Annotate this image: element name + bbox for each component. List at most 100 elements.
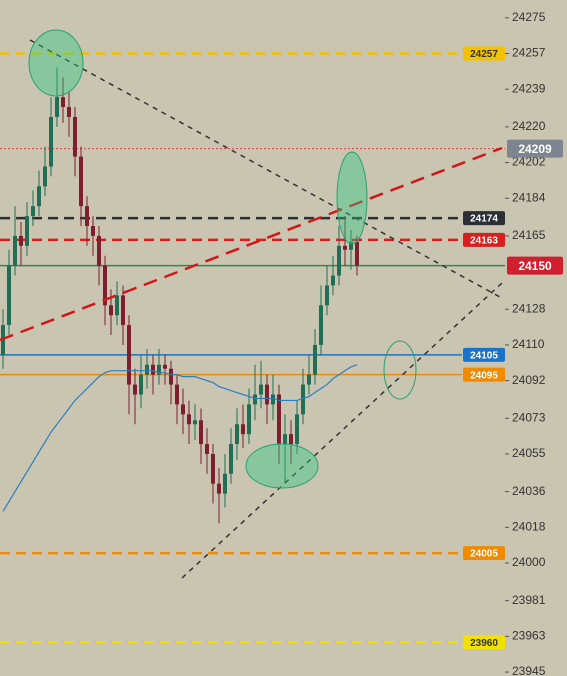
y-tick-label: 24257 xyxy=(512,46,546,60)
candle-body xyxy=(73,116,77,157)
y-tick-label: 23981 xyxy=(512,593,546,607)
candle-body xyxy=(79,156,83,207)
candle-body xyxy=(55,97,59,117)
candle-body xyxy=(343,245,347,250)
level-label-bg xyxy=(463,635,505,650)
level-label-bg xyxy=(463,232,505,247)
highlight-ellipse xyxy=(245,443,319,489)
y-tick-label: 24055 xyxy=(512,446,546,460)
candle-body xyxy=(91,225,95,236)
candle-body xyxy=(349,241,353,250)
highlight-ellipse xyxy=(383,340,417,400)
candle-body xyxy=(139,374,143,395)
levels xyxy=(0,52,505,644)
level-label-bg xyxy=(463,347,505,362)
candle-body xyxy=(127,325,131,385)
candle-body xyxy=(13,235,17,266)
level-label: 24105 xyxy=(470,350,498,361)
level-labels: 24257 24209 24174 24163 24150 24105 24095 24005… xyxy=(463,46,563,650)
candle-body xyxy=(49,116,53,167)
level-label: 24257 xyxy=(470,49,498,60)
candle-body xyxy=(301,384,305,415)
candle-body xyxy=(7,265,11,326)
candle-body xyxy=(271,394,275,405)
candle-body xyxy=(19,235,23,246)
candle-body xyxy=(115,295,119,316)
level-label-bg xyxy=(463,211,505,226)
candle-body xyxy=(295,414,299,445)
y-tick-label: 24220 xyxy=(512,119,546,133)
candles xyxy=(1,67,359,524)
level-label: 23960 xyxy=(470,638,498,649)
candle-body xyxy=(145,364,149,375)
y-tick-label: 23963 xyxy=(512,629,546,643)
level-label: 24005 xyxy=(470,549,498,560)
moving-average xyxy=(2,364,358,512)
candle-body xyxy=(187,414,191,425)
level-label: 24174 xyxy=(470,214,498,225)
candle-body xyxy=(121,295,125,326)
candle-body xyxy=(133,384,137,395)
candle-body xyxy=(283,434,287,445)
candle-body xyxy=(223,473,227,494)
candle-body xyxy=(31,206,35,217)
highlight-ellipse xyxy=(336,151,368,245)
candle-body xyxy=(253,394,257,405)
candle-body xyxy=(265,384,269,405)
candle-body xyxy=(181,404,185,415)
level-label: 24209 xyxy=(518,142,552,156)
candle-body xyxy=(97,235,101,266)
candle-body xyxy=(61,97,65,108)
candle-body xyxy=(175,384,179,405)
candle-body xyxy=(259,384,263,395)
y-tick-label: 24000 xyxy=(512,555,546,569)
candle-body xyxy=(247,404,251,435)
y-tick-label: 24165 xyxy=(512,228,546,242)
candle-body xyxy=(241,424,245,435)
level-label: 24095 xyxy=(470,370,498,381)
highlight-ellipse xyxy=(28,29,84,97)
level-label-bg xyxy=(463,546,505,561)
candle-body xyxy=(37,186,41,207)
candle-body xyxy=(355,241,359,266)
y-tick-label: 24239 xyxy=(512,81,546,95)
candle-body xyxy=(229,444,233,474)
y-tick-label: 24036 xyxy=(512,484,546,498)
y-tick-label: 24018 xyxy=(512,519,546,533)
candle-body xyxy=(337,245,341,276)
candle-body xyxy=(235,424,239,445)
candle-body xyxy=(313,344,317,375)
candle-body xyxy=(307,374,311,385)
candle-body xyxy=(193,420,197,425)
y-tick-label: 24073 xyxy=(512,410,546,424)
level-label: 24150 xyxy=(518,259,552,273)
y-tick-label: 23945 xyxy=(512,664,546,676)
candle-body xyxy=(157,364,161,375)
candle-body xyxy=(199,420,203,445)
y-tick-label: 24184 xyxy=(512,190,546,204)
level-label-bg xyxy=(463,46,505,61)
candle-body xyxy=(331,275,335,286)
candle-body xyxy=(103,265,107,306)
y-tick-label: 24092 xyxy=(512,373,546,387)
candle-body xyxy=(325,285,329,306)
price-axis: 24275 24257 24239 24220 24202 24184 24165 24128… xyxy=(505,10,546,676)
level-label: 24163 xyxy=(470,236,498,247)
candle-body xyxy=(25,216,29,246)
trend-line xyxy=(181,282,503,579)
candle-body xyxy=(43,166,47,187)
candle-body xyxy=(319,305,323,345)
candle-body xyxy=(217,483,221,494)
level-label-bg xyxy=(507,256,563,275)
candle-body xyxy=(277,394,281,445)
y-tick-label: 24110 xyxy=(512,337,545,351)
y-tick-label: 24275 xyxy=(512,10,546,24)
candle-body xyxy=(163,364,167,369)
candle-body xyxy=(151,364,155,375)
candle-body xyxy=(289,434,293,445)
trend-line xyxy=(0,146,503,342)
y-tick-label: 24202 xyxy=(512,155,546,169)
